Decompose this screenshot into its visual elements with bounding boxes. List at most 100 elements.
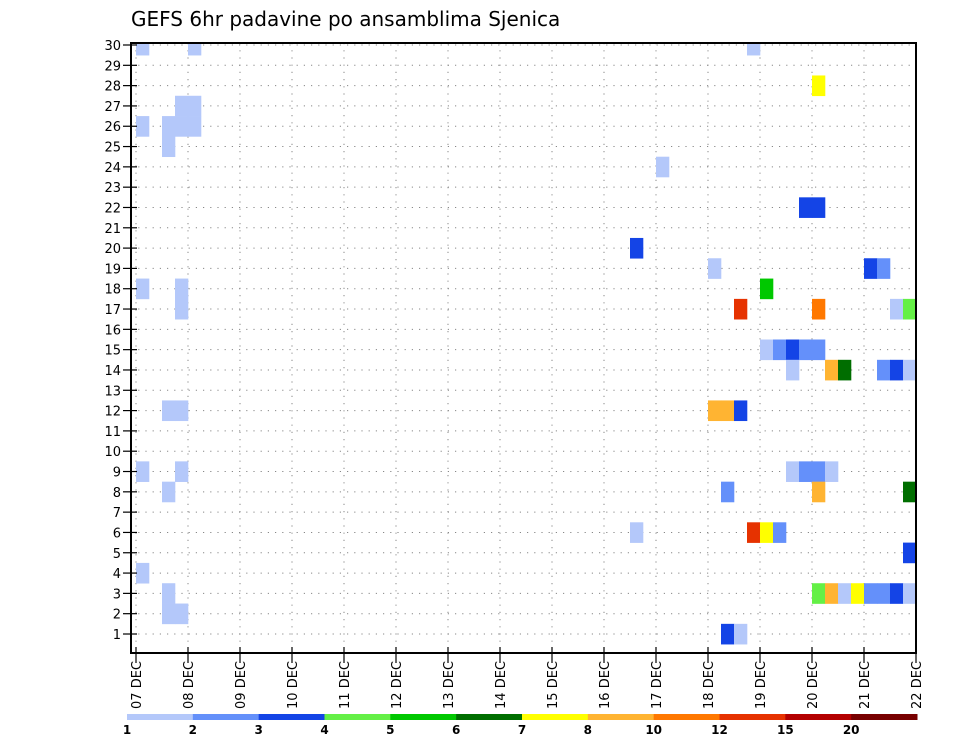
data-cell bbox=[903, 583, 916, 604]
data-cell bbox=[799, 461, 813, 482]
colorbar-segment bbox=[324, 714, 391, 720]
data-cell bbox=[773, 522, 787, 543]
y-tick-label: 22 bbox=[104, 201, 121, 216]
data-cell bbox=[877, 583, 891, 604]
colorbar-segment bbox=[719, 714, 786, 720]
data-cell bbox=[747, 522, 761, 543]
data-cell bbox=[734, 623, 748, 645]
colorbar-label: 3 bbox=[254, 723, 262, 737]
y-tick-label: 18 bbox=[104, 283, 121, 298]
data-cell bbox=[656, 156, 670, 178]
colorbar-label: 10 bbox=[645, 723, 662, 737]
data-cell bbox=[825, 359, 839, 381]
data-cells bbox=[136, 43, 916, 645]
x-tick-label: 07 DEC bbox=[130, 661, 145, 709]
x-tick-label: 13 DEC bbox=[442, 661, 457, 709]
data-cell bbox=[175, 603, 189, 625]
data-cell bbox=[812, 197, 826, 218]
data-cell bbox=[175, 278, 189, 300]
y-axis: 1234567891011121314151617181920212223242… bbox=[104, 39, 137, 643]
data-cell bbox=[825, 461, 839, 482]
colorbar-segment bbox=[851, 714, 918, 720]
data-cell bbox=[864, 583, 878, 604]
data-cell bbox=[890, 359, 904, 381]
data-cell bbox=[175, 95, 189, 117]
data-cell bbox=[162, 136, 176, 158]
colorbar-segment bbox=[456, 714, 523, 720]
data-cell bbox=[721, 481, 735, 503]
colorbar-segment bbox=[587, 714, 655, 720]
y-tick-label: 30 bbox=[104, 39, 121, 54]
data-cell bbox=[136, 278, 150, 300]
y-tick-label: 5 bbox=[113, 547, 121, 562]
y-tick-label: 20 bbox=[104, 242, 121, 257]
data-cell bbox=[864, 258, 878, 279]
y-tick-label: 23 bbox=[104, 181, 121, 196]
data-cell bbox=[838, 359, 852, 381]
data-cell bbox=[175, 461, 189, 482]
data-cell bbox=[825, 583, 839, 604]
data-cell bbox=[630, 237, 644, 259]
data-cell bbox=[812, 339, 826, 361]
y-tick-label: 15 bbox=[104, 344, 121, 359]
data-cell bbox=[162, 481, 176, 503]
data-cell bbox=[188, 95, 202, 117]
data-cell bbox=[162, 583, 176, 604]
colorbar-label: 1 bbox=[123, 723, 131, 737]
y-tick-label: 8 bbox=[113, 486, 121, 501]
x-tick-label: 17 DEC bbox=[650, 661, 665, 709]
y-tick-label: 10 bbox=[104, 445, 121, 460]
data-cell bbox=[812, 481, 826, 503]
data-cell bbox=[838, 583, 852, 604]
y-tick-label: 25 bbox=[104, 141, 121, 156]
y-tick-label: 13 bbox=[104, 384, 121, 399]
data-cell bbox=[721, 623, 735, 645]
colorbar-legend: 1 2 3 4 5 6 7 8 10 12 15 20 bbox=[123, 714, 918, 737]
x-tick-label: 18 DEC bbox=[702, 661, 717, 709]
data-cell bbox=[903, 298, 916, 320]
y-tick-label: 2 bbox=[113, 608, 121, 623]
x-tick-label: 12 DEC bbox=[390, 661, 405, 709]
data-cell bbox=[721, 400, 735, 422]
colorbar-label: 5 bbox=[386, 723, 394, 737]
colorbar-label: 15 bbox=[777, 723, 794, 737]
x-tick-label: 09 DEC bbox=[234, 661, 249, 709]
data-cell bbox=[812, 583, 826, 604]
y-tick-label: 4 bbox=[113, 567, 121, 582]
data-cell bbox=[851, 583, 865, 604]
x-tick-label: 19 DEC bbox=[754, 661, 769, 709]
y-tick-label: 12 bbox=[104, 405, 121, 420]
data-cell bbox=[812, 75, 826, 97]
data-cell bbox=[799, 197, 813, 218]
y-tick-label: 26 bbox=[104, 120, 121, 135]
colorbar-label: 12 bbox=[711, 723, 728, 737]
y-tick-label: 1 bbox=[113, 628, 121, 643]
chart-title: GEFS 6hr padavine po ansamblima Sjenica bbox=[131, 7, 560, 31]
data-cell bbox=[799, 339, 813, 361]
colorbar-label: 8 bbox=[584, 723, 592, 737]
x-axis: 07 DEC 08 DEC 09 DEC 10 DEC 11 DEC 12 DEC 13 D… bbox=[130, 647, 925, 709]
y-tick-label: 7 bbox=[113, 506, 121, 521]
data-cell bbox=[708, 400, 722, 422]
colorbar-segment bbox=[127, 714, 194, 720]
y-tick-label: 29 bbox=[104, 59, 121, 74]
x-tick-label: 08 DEC bbox=[182, 661, 197, 709]
colorbar-segment bbox=[785, 714, 852, 720]
data-cell bbox=[188, 116, 202, 137]
data-cell bbox=[136, 43, 150, 56]
y-tick-label: 19 bbox=[104, 262, 121, 277]
colorbar-label: 2 bbox=[189, 723, 197, 737]
data-cell bbox=[708, 258, 722, 279]
data-cell bbox=[812, 461, 826, 482]
y-tick-label: 9 bbox=[113, 466, 121, 481]
y-tick-label: 21 bbox=[104, 222, 121, 237]
plot-frame bbox=[130, 42, 917, 654]
data-cell bbox=[734, 298, 748, 320]
data-cell bbox=[786, 339, 800, 361]
x-tick-label: 21 DEC bbox=[858, 661, 873, 709]
data-cell bbox=[175, 400, 189, 422]
x-tick-label: 22 DEC bbox=[910, 661, 925, 709]
data-cell bbox=[162, 603, 176, 625]
data-cell bbox=[760, 278, 774, 300]
colorbar-segment bbox=[390, 714, 457, 720]
